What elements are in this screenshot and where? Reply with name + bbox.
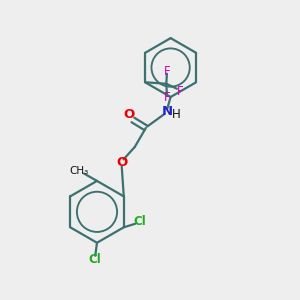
Text: O: O — [123, 108, 134, 121]
Text: Cl: Cl — [88, 253, 101, 266]
Text: O: O — [117, 156, 128, 169]
Text: F: F — [164, 65, 170, 78]
Text: H: H — [172, 108, 180, 121]
Text: CH₃: CH₃ — [69, 166, 88, 176]
Text: N: N — [161, 105, 172, 118]
Text: Cl: Cl — [134, 215, 146, 228]
Text: F: F — [164, 92, 170, 104]
Text: F: F — [177, 85, 184, 98]
